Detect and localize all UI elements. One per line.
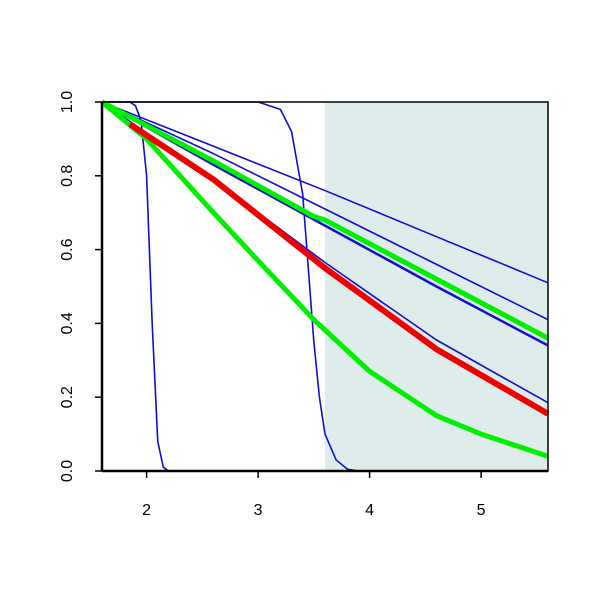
- y-tick-label: 0.2: [59, 386, 76, 408]
- line-series: [102, 101, 548, 472]
- x-tick-label: 3: [254, 502, 263, 519]
- x-tick-label: 4: [365, 502, 374, 519]
- line-series: [102, 101, 548, 472]
- line-series: [101, 101, 549, 321]
- y-tick-label: 1.0: [59, 91, 76, 113]
- y-tick-label: 0.8: [59, 165, 76, 187]
- x-tick-label: 5: [477, 502, 486, 519]
- line-series: [128, 121, 550, 417]
- y-tick-label: 0.4: [59, 312, 76, 334]
- line-series: [100, 100, 549, 459]
- x-tick-label: 2: [142, 502, 151, 519]
- y-tick-label: 0.6: [59, 238, 76, 260]
- y-tick-label: 0.0: [59, 460, 76, 482]
- line-series: [101, 101, 549, 284]
- line-series: [100, 99, 550, 341]
